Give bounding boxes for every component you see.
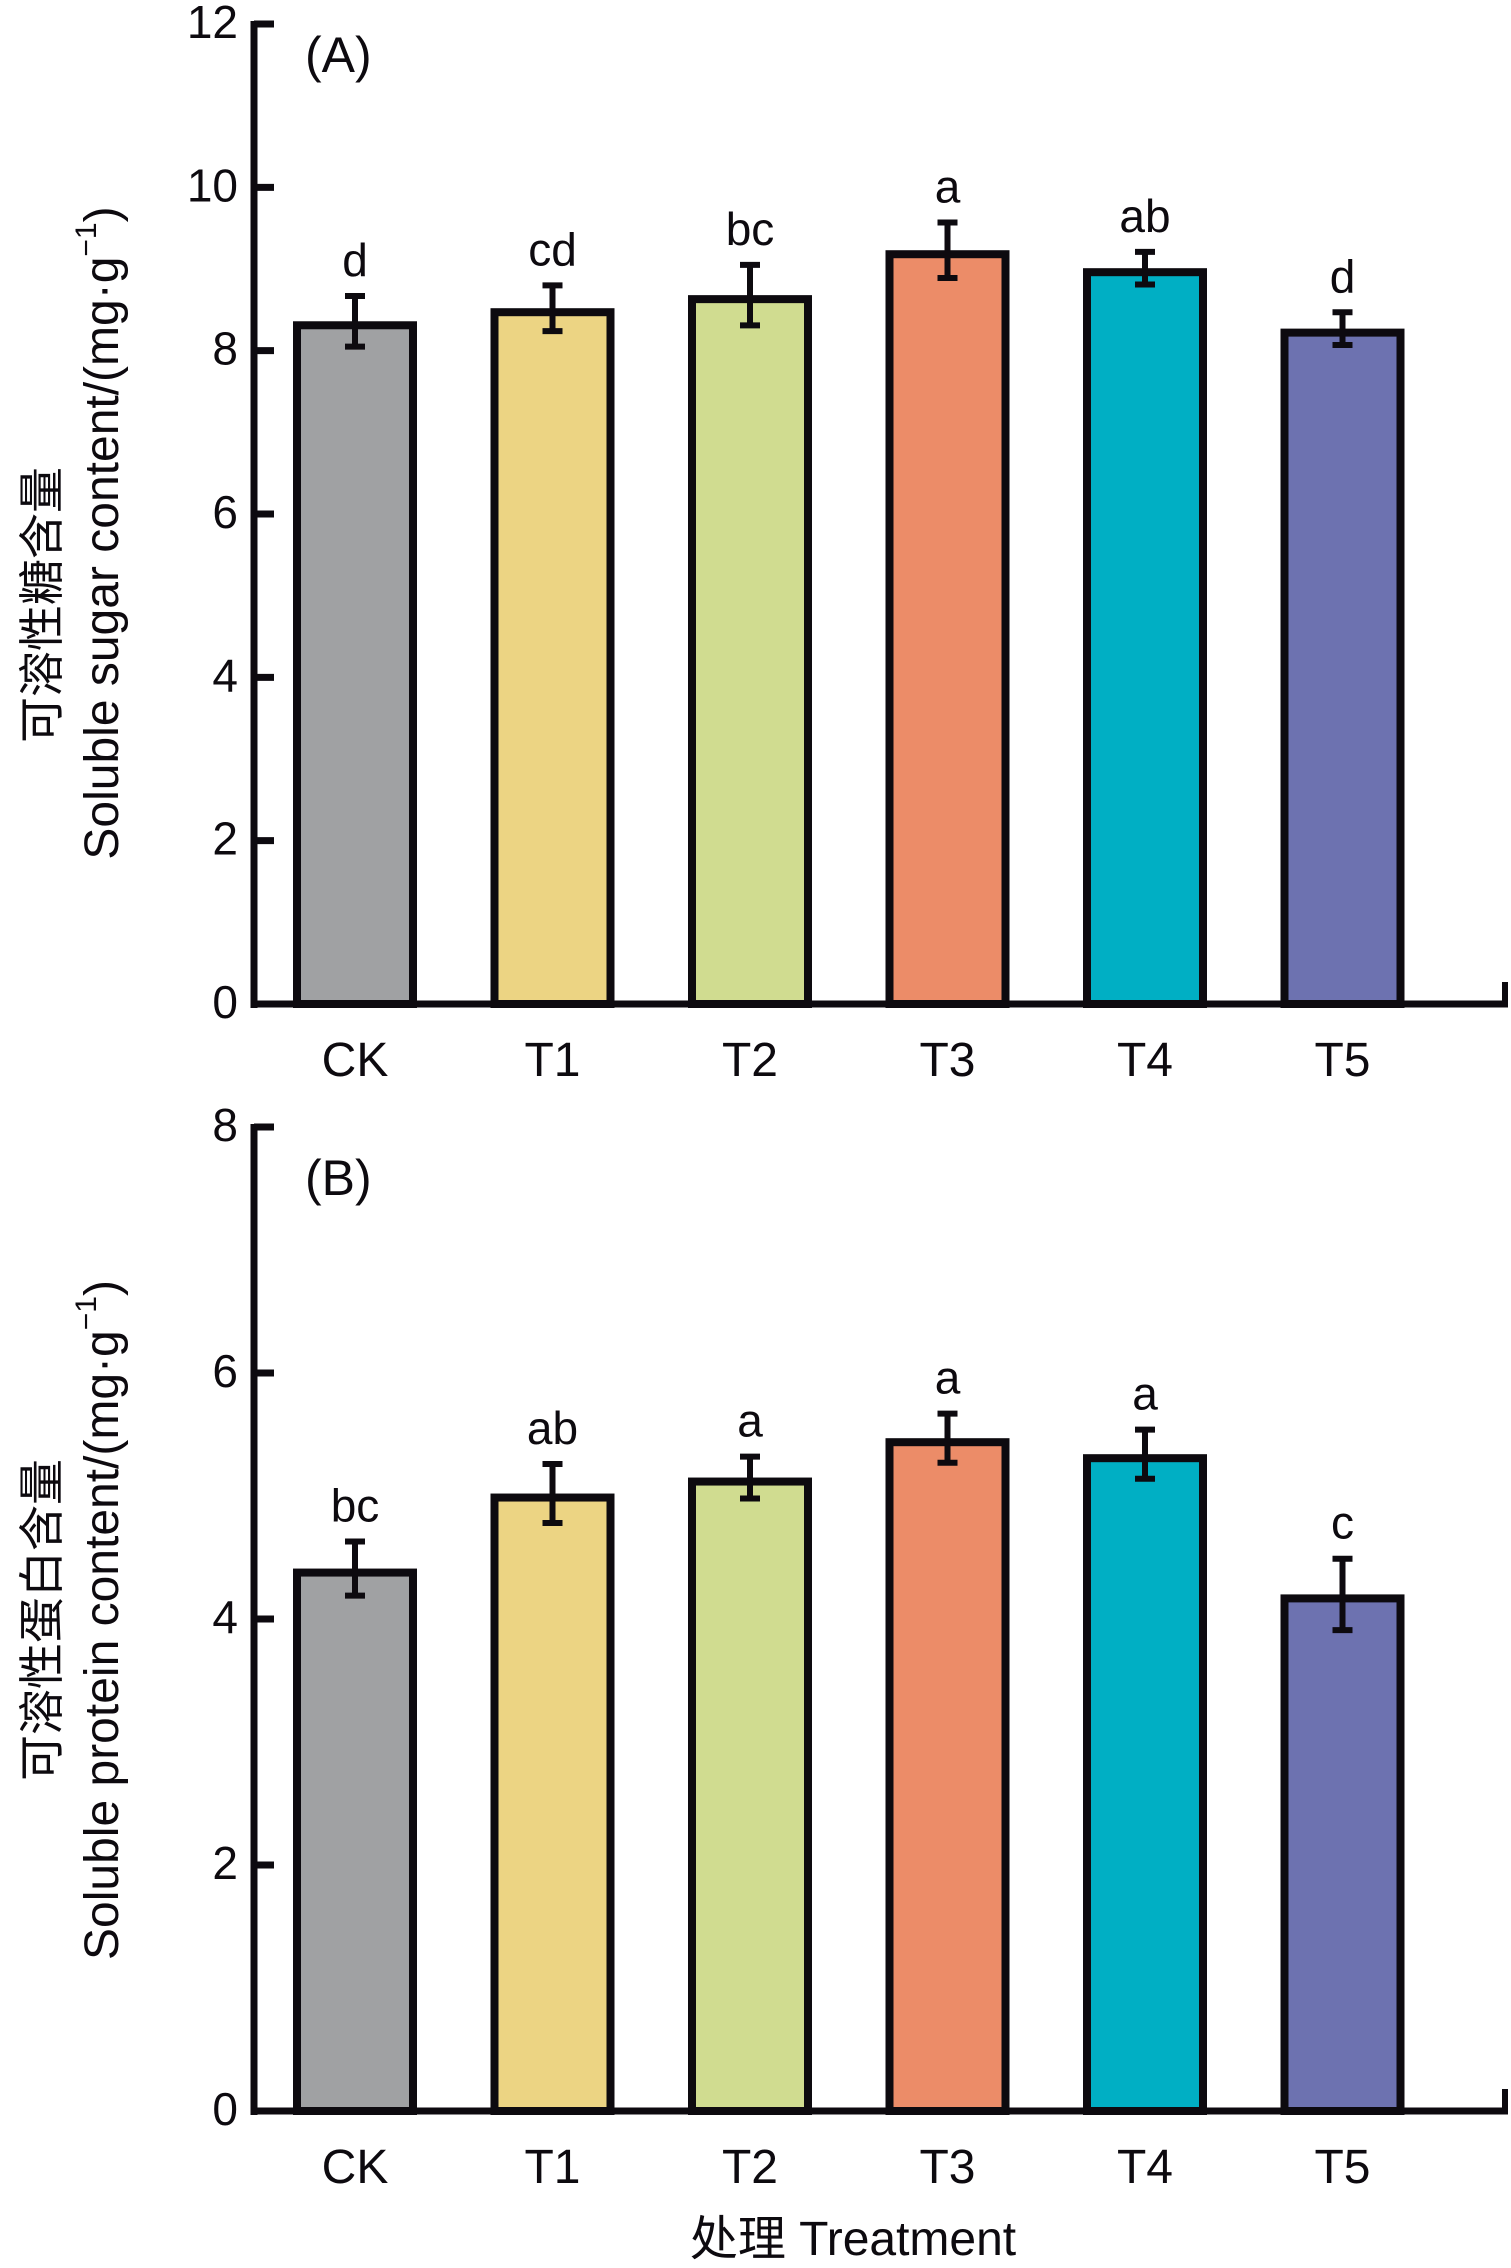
panel-b-y-title-cn: 可溶性蛋白含量: [15, 1459, 69, 1781]
panel-a-x-tick-label-t3: T3: [919, 1034, 975, 1087]
panel-a-y-tick-label-8: 8: [212, 323, 238, 375]
panel-a-y-title-cn: 可溶性糖含量: [15, 467, 69, 743]
panel-a-x-tick-label-ck: CK: [322, 1034, 389, 1087]
panel-a-bar-t3: [885, 250, 1010, 1008]
panel-b-sig-label-t2: a: [737, 1395, 763, 1447]
panel-b-label: (B): [305, 1150, 372, 1206]
panel-a-bar-t2: [688, 295, 812, 1008]
panel-b-y-title-en: Soluble protein content/(mg·g−1): [70, 1280, 129, 1960]
panel-a-x-tick-label-t5: T5: [1314, 1034, 1370, 1087]
panel-a-y-axis-title: 可溶性糖含量: [15, 467, 69, 743]
panel-a-y-tick-label-4: 4: [212, 649, 238, 701]
panel-b-bar-t5: [1280, 1594, 1405, 2115]
panel-b-sig-label-t3: a: [935, 1352, 961, 1404]
panel-b-x-tick-label-t3: T3: [919, 2141, 975, 2194]
panel-b-sig-label-t5: c: [1331, 1497, 1354, 1549]
panel-a-sig-label-ck: d: [342, 234, 368, 286]
panel-a-x-tick-label-t1: T1: [524, 1034, 580, 1087]
panel-b-soluble-protein: (B) 可溶性蛋白含量 Soluble protein content/(mg·…: [15, 1099, 1508, 2194]
panel-a-x-tick-label-t4: T4: [1117, 1034, 1173, 1087]
panel-a-y-title-close: ): [76, 206, 129, 222]
panel-b-x-tick-label-t5: T5: [1314, 2141, 1370, 2194]
panel-b-x-tick-label-t4: T4: [1117, 2141, 1173, 2194]
panel-b-sig-label-ck: bc: [331, 1480, 380, 1532]
panel-b-bar-t2: [688, 1477, 812, 2116]
panel-a-y-tick-label-12: 12: [187, 0, 238, 48]
panel-b-y-title-close: ): [76, 1280, 129, 1296]
panel-a-sig-label-t4: ab: [1119, 190, 1170, 242]
panel-b-x-tick-label-ck: CK: [322, 2141, 389, 2194]
panel-b-y-tick-label-4: 4: [212, 1591, 238, 1643]
panel-a-x-tick-label-t2: T2: [722, 1034, 778, 1087]
panel-b-y-tick-label-2: 2: [212, 1837, 238, 1889]
panel-a-y-title-sup: −1: [70, 222, 103, 256]
panel-b-y-tick-label-6: 6: [212, 1345, 238, 1397]
panel-a-y-tick-label-0: 0: [212, 976, 238, 1028]
x-axis-title: 处理 Treatment: [690, 2213, 1016, 2266]
panel-a-bar-t4: [1083, 268, 1207, 1008]
panel-b-x-tick-label-t2: T2: [722, 2141, 778, 2194]
panel-a-soluble-sugar: (A) 可溶性糖含量 Soluble sugar content/(mg·g−1…: [15, 0, 1508, 1087]
panel-a-y-tick-label-10: 10: [187, 159, 238, 211]
panel-b-bar-t3: [885, 1438, 1010, 2115]
panel-a-sig-label-t1: cd: [528, 223, 577, 275]
panel-b-y-axis-title: 可溶性蛋白含量: [15, 1459, 69, 1781]
panel-a-y-tick-label-6: 6: [212, 486, 238, 538]
panel-b-y-title-en-text: Soluble protein content/(mg·g: [76, 1330, 129, 1960]
panel-a-y-tick-label-2: 2: [212, 813, 238, 865]
panel-a-sig-label-t5: d: [1330, 250, 1356, 302]
panel-a-bar-t1: [490, 308, 615, 1008]
panel-a-y-title-en-text: Soluble sugar content/(mg·g: [76, 257, 129, 860]
panel-b-bar-t4: [1083, 1454, 1207, 2116]
panel-a-plot: d CK cd T1 bc T2 a T3 ab T4 d T5 0 2 4 6 8 10 12: [187, 0, 1508, 1087]
panel-b-y-axis-title-en: Soluble protein content/(mg·g−1): [70, 1280, 129, 1960]
panel-b-x-tick-label-t1: T1: [524, 2141, 580, 2194]
panel-a-bar-t5: [1280, 328, 1405, 1009]
panel-b-sig-label-t4: a: [1132, 1368, 1158, 1420]
panel-b-bar-t1: [490, 1493, 615, 2116]
panel-b-bar-ck: [293, 1568, 417, 2115]
panel-b-plot: bc CK ab T1 a T2 a T3 a T4 c T5 0 2 4 6 8: [212, 1099, 1508, 2194]
panel-b-y-tick-label-0: 0: [212, 2083, 238, 2135]
panel-b-sig-label-t1: ab: [527, 1402, 578, 1454]
panel-a-bar-ck: [293, 321, 417, 1008]
panel-a-y-axis-title-en: Soluble sugar content/(mg·g−1): [70, 206, 129, 859]
panel-a-sig-label-t2: bc: [726, 203, 775, 255]
panel-a-sig-label-t3: a: [935, 160, 961, 212]
panel-b-y-tick-label-8: 8: [212, 1099, 238, 1151]
panel-a-y-title-en: Soluble sugar content/(mg·g−1): [70, 206, 129, 859]
panel-a-label: (A): [305, 27, 372, 83]
panel-b-y-title-sup: −1: [70, 1296, 103, 1330]
